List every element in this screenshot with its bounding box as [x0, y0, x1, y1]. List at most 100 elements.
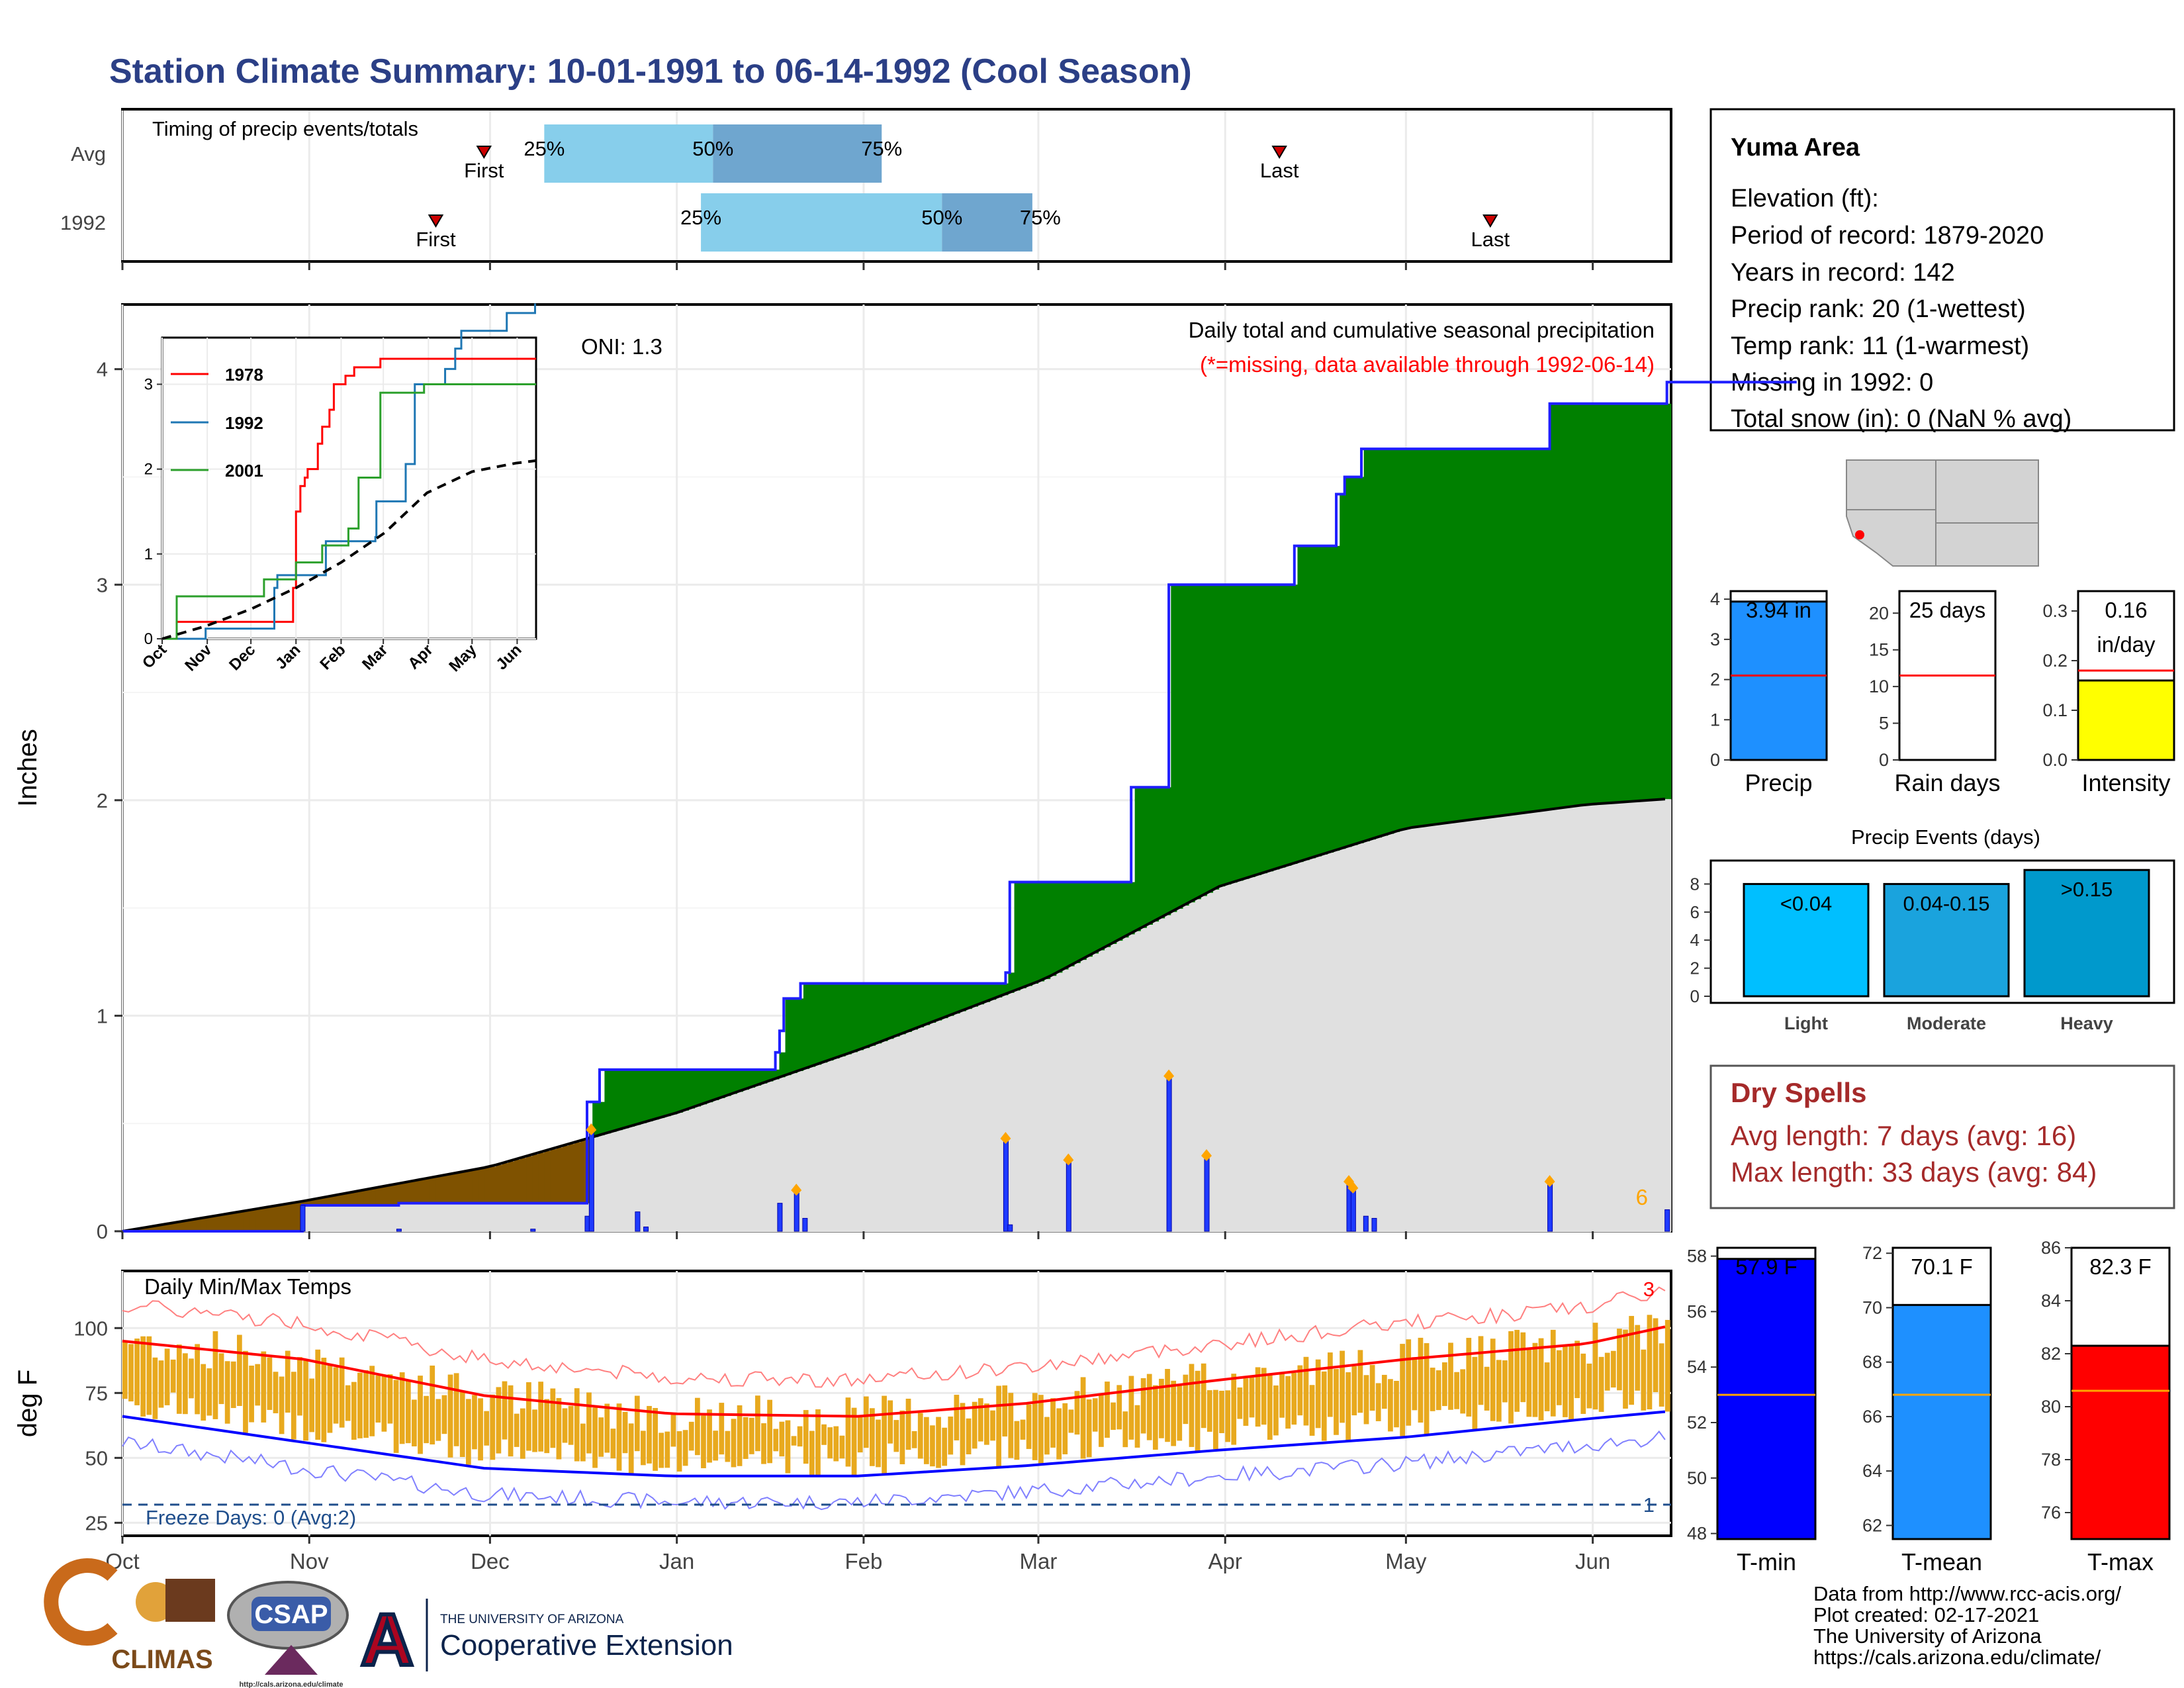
daily-temp-bar: [1099, 1394, 1104, 1447]
daily-temp-bar: [1249, 1378, 1255, 1418]
intensity-value-label: 0.16: [2105, 598, 2147, 622]
temp-summary-y-tick-label: 72: [1862, 1243, 1882, 1263]
daily-temp-bar: [592, 1407, 598, 1468]
daily-temp-bar: [1538, 1338, 1544, 1421]
daily-temp-bar: [230, 1361, 236, 1409]
climo-fill: [634, 1125, 641, 1231]
climo-fill: [1580, 805, 1588, 1231]
heavy-event-marker: [791, 1184, 802, 1196]
climo-fill: [887, 1039, 894, 1231]
climo-fill: [1424, 825, 1431, 1231]
climo-fill: [948, 1015, 954, 1231]
precip-below-fill: [189, 1220, 195, 1231]
precip-above-fill: [1008, 972, 1015, 993]
precip-below-fill: [267, 1207, 274, 1231]
events-bar-label: <0.04: [1780, 892, 1832, 915]
precip-above-fill: [1068, 882, 1075, 966]
climo-fill: [911, 1029, 919, 1231]
precip-above-fill: [1014, 882, 1021, 991]
precip-below-fill: [453, 1173, 461, 1203]
precip-below-fill: [152, 1226, 159, 1231]
climo-fill: [375, 1205, 383, 1231]
record-min-line: [122, 1430, 1666, 1511]
daily-temp-bar: [899, 1410, 905, 1464]
climo-fill: [1099, 950, 1105, 1231]
climo-fill: [502, 1203, 509, 1231]
precip-below-fill: [309, 1199, 316, 1205]
daily-temp-bar: [1664, 1319, 1670, 1412]
locator-map: [1846, 459, 2039, 567]
intensity-value-label-2: in/day: [2097, 632, 2156, 657]
daily-temp-bar: [502, 1381, 508, 1440]
precip-below-fill: [146, 1227, 154, 1231]
climo-fill: [857, 1050, 864, 1231]
climo-fill: [707, 1102, 713, 1231]
daily-temp-bar: [315, 1349, 321, 1440]
daily-precip-bar: [794, 1190, 799, 1232]
climo-fill: [1219, 886, 1226, 1231]
timing-label-25: 25%: [680, 206, 721, 229]
daily-temp-bar: [779, 1421, 785, 1457]
climo-fill: [1586, 804, 1594, 1231]
precip-above-fill: [893, 983, 901, 1037]
daily-temp-bar: [1195, 1370, 1201, 1452]
timing-label-75: 75%: [1020, 206, 1061, 229]
daily-temp-bar: [1032, 1393, 1038, 1460]
daily-temp-bar: [1430, 1368, 1435, 1411]
precip-above-fill: [604, 1069, 612, 1134]
climo-fill: [725, 1096, 732, 1231]
precip-above-fill: [1369, 449, 1377, 840]
climo-fill: [1490, 817, 1497, 1231]
daily-temp-bar: [1008, 1393, 1014, 1458]
precip-above-fill: [1400, 449, 1406, 830]
daily-temp-bar: [447, 1374, 453, 1458]
daily-temp-bar: [1014, 1421, 1020, 1460]
daily-temp-bar: [327, 1365, 333, 1433]
precip-above-fill: [1116, 882, 1123, 941]
timing-marker-first: [476, 146, 492, 159]
climo-fill: [1249, 876, 1256, 1231]
daily-temp-bar: [821, 1424, 827, 1445]
temp-y-tick-label: 25: [85, 1511, 108, 1534]
precip-above-fill: [1502, 449, 1509, 816]
precip-above-fill: [1412, 449, 1419, 827]
climo-fill: [478, 1203, 484, 1231]
precip-above-fill: [1020, 882, 1027, 988]
daily-temp-bar: [1550, 1329, 1556, 1417]
climo-fill: [1159, 918, 1165, 1231]
daily-temp-bar: [893, 1420, 899, 1452]
daily-temp-bar: [1050, 1398, 1056, 1448]
precip-below-fill: [514, 1159, 521, 1203]
daily-temp-bar: [170, 1359, 176, 1393]
precip-below-fill: [375, 1188, 383, 1205]
daily-temp-bar: [1351, 1366, 1357, 1416]
daily-temp-bar: [1460, 1369, 1466, 1414]
daily-temp-bar: [1466, 1338, 1472, 1417]
daily-temp-bar: [996, 1385, 1001, 1468]
precip-below-fill: [303, 1201, 310, 1205]
daily-temp-bar: [538, 1382, 543, 1452]
rain_days-value-label: 25 days: [1909, 598, 1986, 622]
daily-temp-bar: [701, 1415, 706, 1468]
precip-above-fill: [664, 1069, 672, 1117]
climo-fill: [797, 1070, 804, 1231]
daily-temp-bar: [224, 1361, 230, 1424]
daily-temp-bar: [309, 1378, 314, 1432]
daily-temp-bar: [550, 1388, 556, 1448]
temp-summary-y-tick-label: 52: [1687, 1413, 1707, 1432]
daily-temp-bar: [1020, 1419, 1026, 1440]
daily-temp-bar: [761, 1423, 766, 1464]
precip-below-fill: [418, 1180, 424, 1203]
daily-temp-bar: [152, 1357, 158, 1419]
climo-fill: [574, 1203, 581, 1231]
climo-fill: [1623, 802, 1629, 1231]
precip-above-fill: [1478, 449, 1485, 819]
precip-above-fill: [1092, 882, 1099, 954]
timing-label-25: 25%: [523, 137, 565, 160]
daily-temp-bar: [1328, 1352, 1333, 1417]
daily-temp-bar: [1237, 1387, 1243, 1419]
climo-fill: [490, 1203, 497, 1231]
climo-fill: [1050, 976, 1057, 1231]
precip-above-fill: [670, 1069, 678, 1115]
precip-above-fill: [641, 1069, 647, 1123]
